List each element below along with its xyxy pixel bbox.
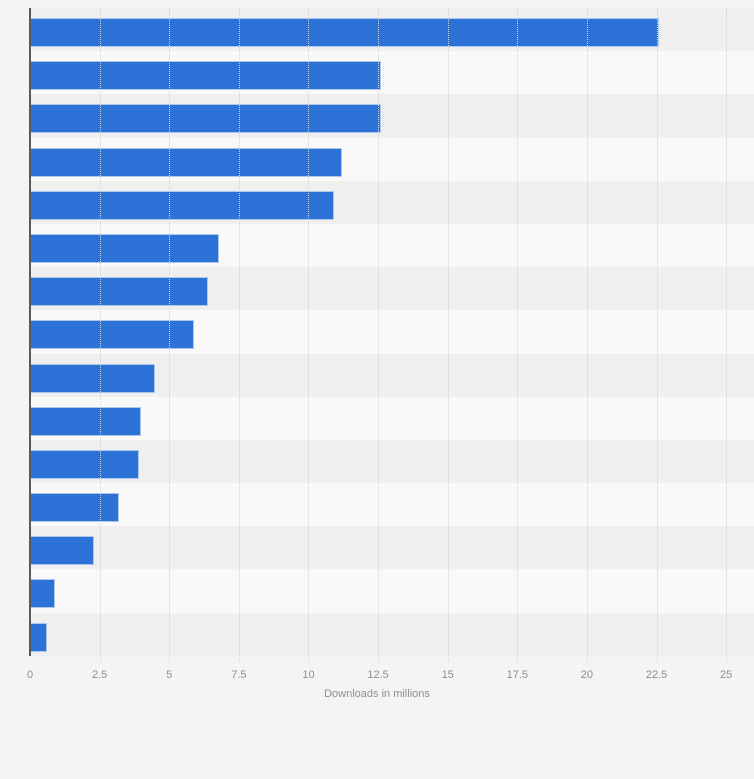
- bar: [30, 277, 209, 307]
- x-tick-label: 22.5: [645, 669, 668, 681]
- chart-row: [30, 569, 754, 613]
- x-tick-label: 25: [720, 669, 733, 681]
- x-tick-label: 7.5: [231, 669, 247, 681]
- bar: [30, 449, 139, 479]
- chart-row: [30, 137, 754, 181]
- bar: [30, 579, 56, 609]
- chart-row: [30, 8, 754, 52]
- chart-row: [30, 94, 754, 138]
- bar: [30, 18, 660, 47]
- chart-row: [30, 223, 754, 268]
- x-tick-label: 2.5: [91, 669, 108, 681]
- bar-rows: [30, 8, 754, 656]
- bar: [30, 104, 381, 134]
- bar: [30, 536, 95, 566]
- bar: [30, 233, 220, 263]
- bar: [30, 406, 142, 436]
- chart-row: [30, 526, 754, 570]
- x-tick-label: 20: [580, 669, 594, 681]
- x-axis-title: Downloads in millions: [324, 688, 430, 700]
- bar: [30, 363, 156, 393]
- x-tick-label: 0: [26, 669, 34, 681]
- bar: [30, 622, 47, 652]
- chart-row: [30, 353, 754, 397]
- x-tick-label: 10: [302, 669, 315, 681]
- chart-row: [30, 267, 754, 311]
- chart-row: [30, 396, 754, 440]
- bar: [30, 147, 342, 177]
- bar: [30, 320, 195, 350]
- x-tick-label: 12.5: [367, 669, 389, 681]
- axis-zero-line: [29, 8, 31, 656]
- chart-row: [30, 180, 754, 224]
- x-tick-labels: 0 2.5 5 7.5 10 12.5 15 17.5 20 22.5 25: [26, 669, 754, 683]
- chart-row: [30, 51, 754, 95]
- bar: [30, 61, 381, 91]
- chart-row: [30, 612, 754, 656]
- chart-row: [30, 483, 754, 527]
- bar: [30, 493, 120, 523]
- chart-row: [30, 310, 754, 354]
- x-tick-label: 17.5: [506, 669, 529, 681]
- x-tick-label: 15: [441, 669, 454, 681]
- x-tick-label: 5: [166, 669, 173, 681]
- chart-row: [30, 439, 754, 484]
- plot-area: 0 2.5 5 7.5 10 12.5 15 17.5 20 22.5 25: [27, 8, 754, 681]
- bar: [30, 190, 334, 220]
